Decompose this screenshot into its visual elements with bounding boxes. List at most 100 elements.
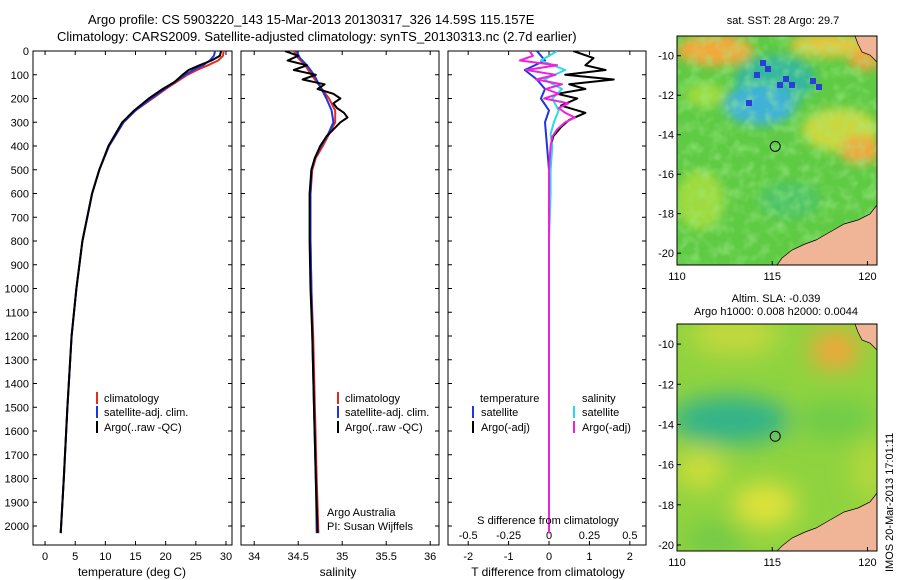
difference-series: [518, 51, 615, 534]
legend-s-argo-label: Argo(-adj): [582, 422, 631, 434]
temperature-ticks: 0 5 10 15 20 25 300100200300400500600700800900…: [5, 46, 233, 563]
sst-map-panel: sat. SST: 28 Argo: 29.7: [658, 15, 878, 283]
salinity-annotation-line1: Argo Australia: [327, 507, 396, 519]
map-y-tick-label: -20: [658, 248, 674, 260]
legend-s-satellite-label: satellite: [582, 407, 619, 419]
x-tick-label: 0: [546, 551, 552, 563]
map-y-tick-label: -20: [658, 540, 674, 552]
y-tick-label: 600: [11, 189, 29, 201]
salinity-ticks: 34 34.5 35 35.5 36: [241, 50, 439, 563]
y-tick-label: 1500: [5, 402, 29, 414]
difference-panel: -2 -1 0 1 2 -0.5 -0.25 0 0.25 0.5 temperature sat…: [447, 50, 647, 579]
y-tick-label: 1100: [5, 307, 29, 319]
y-tick-label: 500: [11, 165, 29, 177]
legend-salinity-title: salinity: [582, 393, 616, 405]
s-tick-label: 0.25: [579, 530, 600, 542]
legend-argo-label: Argo(..raw -QC): [104, 422, 182, 434]
sst-map-frame: [676, 35, 878, 266]
y-tick-label: 100: [11, 70, 29, 82]
salinity-panel: 34 34.5 35 35.5 36 climatology satellite-adj…: [240, 50, 440, 579]
legend-temperature-title: temperature: [480, 393, 539, 405]
y-tick-label: 1800: [5, 474, 29, 486]
map-x-tick-label: 115: [763, 557, 781, 569]
figure-title-line2: Climatology: CARS2009. Satellite-adjuste…: [57, 29, 577, 44]
temperature-xlabel: temperature (deg C): [78, 565, 186, 579]
sla-heatmap: [677, 324, 877, 551]
sla-map-ticks: 110 115 120 -10 -12 -14 -16 -18 -20: [658, 339, 877, 569]
salinity-series: [284, 51, 349, 534]
y-tick-label: 1300: [5, 355, 29, 367]
x-tick-label: 34.5: [287, 551, 308, 563]
sst-argo-marker: [769, 140, 781, 152]
sst-map-ticks: 110 115 120 -10 -12 -14 -16 -18 -20: [658, 51, 877, 283]
legend-climatology-label: climatology: [345, 393, 401, 405]
difference-legend: temperature satellite Argo(-adj) salinit…: [472, 393, 631, 434]
map-x-tick-label: 120: [858, 271, 876, 283]
x-tick-label: 10: [99, 551, 111, 563]
map-x-tick-label: 110: [668, 557, 686, 569]
x-tick-label: 1: [586, 551, 592, 563]
sla-map-title-line2: Argo h1000: 0.008 h2000: 0.0044: [694, 306, 858, 318]
s-tick-label: 0.5: [622, 530, 637, 542]
salinity-xlabel: salinity: [320, 565, 357, 579]
y-tick-label: 0: [23, 46, 29, 58]
temperature-series: [59, 51, 225, 534]
map-y-tick-label: -12: [658, 379, 674, 391]
x-tick-label: 5: [72, 551, 78, 563]
legend-t-argo-label: Argo(-adj): [481, 422, 530, 434]
y-tick-label: 1600: [5, 426, 29, 438]
x-tick-label: 20: [160, 551, 172, 563]
s-tick-label: -0.5: [459, 530, 478, 542]
map-y-tick-label: -10: [658, 51, 674, 63]
y-tick-label: 1900: [5, 497, 29, 509]
temperature-panel: 0 5 10 15 20 25 300100200300400500600700800900…: [5, 46, 233, 579]
difference-axes-frame: [447, 50, 647, 546]
sla-map-panel: Altim. SLA: -0.039 Argo h1000: 0.008 h20…: [658, 293, 878, 569]
x-tick-label: 25: [190, 551, 202, 563]
x-tick-label: 34: [248, 551, 260, 563]
x-tick-label: 0: [42, 551, 48, 563]
legend-argo-label: Argo(..raw -QC): [345, 422, 423, 434]
x-tick-label: 35.5: [375, 551, 396, 563]
y-tick-label: 900: [11, 260, 29, 272]
legend-t-satellite-label: satellite: [481, 407, 518, 419]
map-x-tick-label: 115: [763, 271, 781, 283]
legend-climatology-label: climatology: [104, 393, 160, 405]
s-tick-label: -0.25: [496, 530, 521, 542]
x-tick-label: 30: [220, 551, 232, 563]
y-tick-label: 2000: [5, 521, 29, 533]
sst-map-title: sat. SST: 28 Argo: 29.7: [727, 15, 840, 27]
salinity-legend: climatology satellite-adj. clim. Argo(..…: [337, 392, 429, 434]
legend-satellite-label: satellite-adj. clim.: [345, 407, 429, 419]
map-y-tick-label: -16: [658, 460, 674, 472]
figure-title-line1: Argo profile: CS 5903220_143 15-Mar-2013…: [88, 12, 535, 27]
map-y-tick-label: -12: [658, 90, 674, 102]
map-y-tick-label: -10: [658, 339, 674, 351]
map-y-tick-label: -18: [658, 209, 674, 221]
y-tick-label: 400: [11, 141, 29, 153]
salinity-axes-frame: [240, 50, 440, 546]
y-tick-label: 1200: [5, 331, 29, 343]
s-difference-axis-title: S difference from climatology: [477, 515, 619, 527]
temperature-axes-frame: [32, 50, 233, 546]
x-tick-label: 35: [336, 551, 348, 563]
x-tick-label: -1: [504, 551, 514, 563]
legend-satellite-label: satellite-adj. clim.: [104, 407, 188, 419]
y-tick-label: 300: [11, 117, 29, 129]
sst-heatmap: [677, 36, 877, 265]
y-tick-label: 1000: [5, 284, 29, 296]
x-tick-label: 2: [627, 551, 633, 563]
map-x-tick-label: 110: [668, 271, 686, 283]
y-tick-label: 700: [11, 212, 29, 224]
s-tick-label: 0: [546, 530, 552, 542]
map-x-tick-label: 120: [858, 557, 876, 569]
map-y-tick-label: -14: [658, 130, 674, 142]
map-y-tick-label: -18: [658, 500, 674, 512]
x-tick-label: -2: [463, 551, 473, 563]
series-line-argo-raw-qc-: [284, 51, 349, 534]
y-tick-label: 200: [11, 94, 29, 106]
salinity-annotation-line2: PI: Susan Wijffels: [327, 521, 413, 533]
difference-ticks: -2 -1 0 1 2 -0.5 -0.25 0 0.25 0.5: [448, 50, 646, 563]
difference-xlabel: T difference from climatology: [471, 565, 625, 579]
